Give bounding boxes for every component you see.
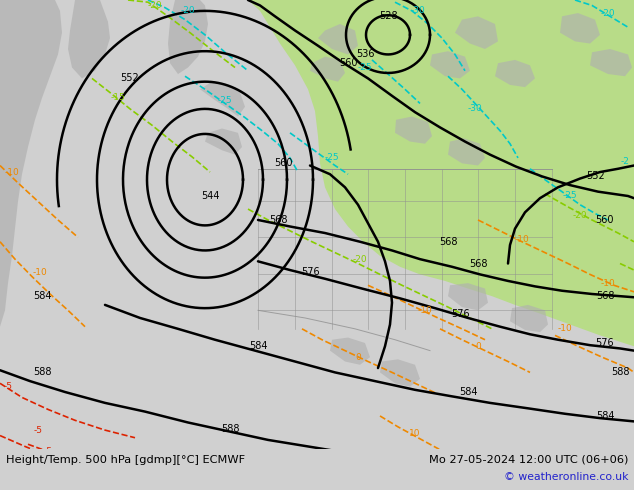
Text: 584: 584 [249,341,268,351]
Bar [0,449,634,490]
Text: -10: -10 [4,168,20,176]
Text: -25: -25 [217,96,232,105]
Polygon shape [370,0,634,212]
Text: © weatheronline.co.uk: © weatheronline.co.uk [503,472,628,482]
Text: -5: -5 [44,447,53,456]
Text: Height/Temp. 500 hPa [gdmp][°C] ECMWF: Height/Temp. 500 hPa [gdmp][°C] ECMWF [6,455,245,465]
Text: 576: 576 [301,267,320,277]
Text: -5: -5 [34,426,42,435]
Text: 0: 0 [382,462,388,470]
Text: -10: -10 [558,324,573,333]
Text: -30: -30 [411,6,425,15]
Polygon shape [395,117,432,144]
Polygon shape [590,49,632,76]
Text: -5: -5 [4,382,13,391]
Text: -20: -20 [600,8,616,18]
Polygon shape [455,16,498,49]
Text: 588: 588 [33,368,51,377]
Text: 584: 584 [596,411,614,421]
Text: 584: 584 [459,387,477,397]
Polygon shape [380,359,420,387]
Text: 576: 576 [596,338,614,348]
Polygon shape [68,0,110,78]
Text: 568: 568 [469,259,488,269]
Polygon shape [168,0,208,74]
Text: -20: -20 [573,211,587,220]
Text: -20: -20 [148,1,162,10]
Text: 528: 528 [378,11,398,22]
Text: -10: -10 [600,279,616,288]
Text: -25: -25 [563,192,578,200]
Text: 536: 536 [356,49,374,59]
Text: 592: 592 [521,476,540,486]
Polygon shape [330,338,370,365]
Text: 10: 10 [410,429,421,438]
Polygon shape [495,60,535,87]
Text: 0: 0 [475,342,481,351]
Text: 560: 560 [274,158,292,169]
Text: 560: 560 [339,58,357,68]
Polygon shape [430,51,470,78]
Text: 0: 0 [355,353,361,362]
Text: 544: 544 [201,191,219,201]
Text: -25: -25 [325,153,339,162]
Polygon shape [0,0,62,327]
Text: -10: -10 [515,235,529,244]
Text: -25: -25 [358,63,372,72]
Text: -15: -15 [110,94,126,102]
Text: 592: 592 [309,466,327,475]
Text: 584: 584 [33,291,51,301]
Text: 560: 560 [595,215,613,225]
Polygon shape [560,13,600,44]
Text: 568: 568 [596,291,614,301]
Polygon shape [205,128,242,155]
Polygon shape [448,283,488,310]
Text: 552: 552 [120,74,139,83]
Text: 588: 588 [221,424,239,434]
Polygon shape [248,0,634,346]
Polygon shape [448,138,485,166]
Text: 568: 568 [439,237,457,247]
Text: 588: 588 [466,461,484,471]
Text: -10: -10 [32,268,48,277]
Text: 576: 576 [451,309,469,318]
Text: -20: -20 [181,6,195,15]
Polygon shape [318,24,358,54]
Polygon shape [310,57,345,82]
Text: 568: 568 [269,215,287,225]
Text: -2: -2 [621,157,630,166]
Text: -30: -30 [468,104,482,113]
Polygon shape [510,305,548,332]
Text: -20: -20 [353,255,367,264]
Text: 588: 588 [611,368,630,377]
Text: 552: 552 [586,172,605,181]
Text: -10: -10 [418,306,432,315]
Polygon shape [200,82,245,117]
Text: Mo 27-05-2024 12:00 UTC (06+06): Mo 27-05-2024 12:00 UTC (06+06) [429,455,628,465]
